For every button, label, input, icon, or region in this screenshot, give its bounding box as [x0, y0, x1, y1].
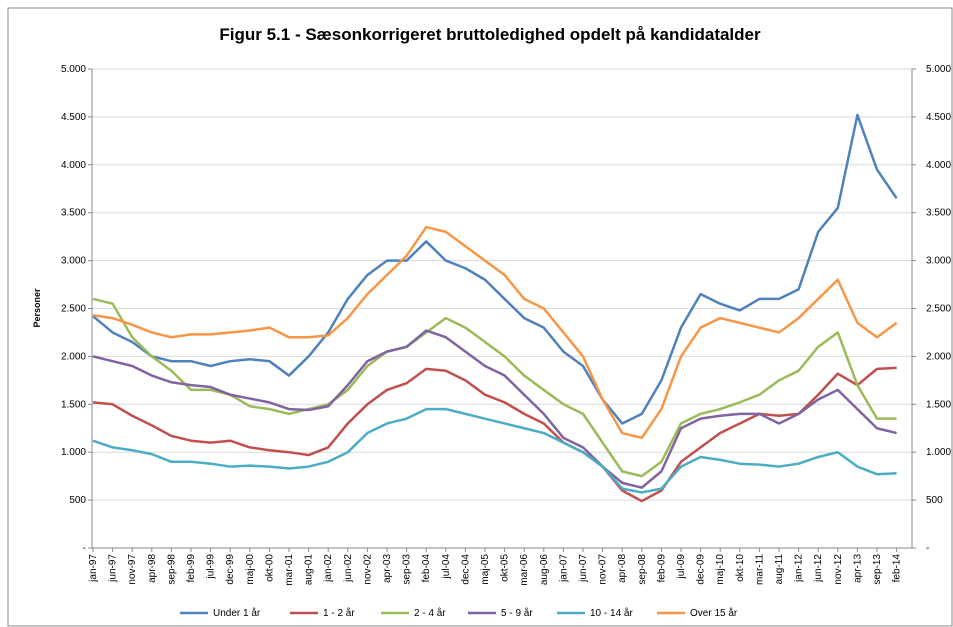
x-tick-label: okt-00 — [264, 554, 275, 582]
x-tick-label: maj-05 — [480, 554, 491, 585]
x-tick-label: maj-10 — [715, 554, 726, 585]
x-tick-label: jan-02 — [323, 554, 334, 583]
legend-label: 5 - 9 år — [501, 607, 533, 619]
legend-label: 1 - 2 år — [323, 607, 355, 619]
x-tick-label: jan-12 — [794, 554, 805, 583]
x-tick-label: dec-04 — [460, 554, 471, 585]
y-tick-label: 3.500 — [61, 208, 86, 219]
x-tick-label: nov-12 — [833, 554, 844, 585]
x-tick-label: mar-06 — [519, 554, 530, 586]
x-tick-label: feb-04 — [421, 554, 432, 583]
x-tick-label: sep-08 — [637, 554, 648, 585]
series-line — [92, 329, 897, 489]
legend-label: Over 15 år — [690, 607, 738, 619]
y2-tick-label: 3.500 — [926, 208, 951, 219]
x-tick-label: mar-01 — [284, 554, 295, 586]
x-tick-label: maj-00 — [245, 554, 256, 585]
y2-tick-label: 2.500 — [926, 304, 951, 315]
legend-label: 10 - 14 år — [590, 607, 633, 619]
x-tick-label: jul-99 — [206, 554, 217, 580]
y2-tick-label: 2.000 — [926, 351, 951, 362]
series-line — [92, 113, 898, 425]
x-tick-label: feb-99 — [186, 554, 197, 583]
y2-tick-label: 3.000 — [926, 256, 951, 267]
x-tick-label: jul-09 — [676, 554, 687, 580]
y-tick-label: 5.000 — [61, 64, 86, 75]
y-tick-label: 4.500 — [61, 112, 86, 123]
x-tick-label: aug-01 — [304, 554, 315, 586]
y2-tick-label: 4.000 — [926, 160, 951, 171]
x-tick-label: apr-13 — [852, 554, 863, 583]
x-tick-label: sep-98 — [166, 554, 177, 585]
x-tick-label: jun-07 — [578, 554, 589, 583]
y-tick-label: 4.000 — [61, 160, 86, 171]
y-tick-label: 2.500 — [61, 304, 86, 315]
chart-title: Figur 5.1 - Sæsonkorrigeret bruttoledigh… — [219, 25, 761, 44]
x-tick-label: sep-03 — [402, 554, 413, 585]
x-tick-label: jul-04 — [441, 554, 452, 580]
y-tick-label: 3.000 — [61, 256, 86, 267]
x-tick-label: nov-02 — [362, 554, 373, 585]
x-tick-label: jun-02 — [343, 554, 354, 583]
x-tick-label: aug-06 — [539, 554, 550, 586]
x-tick-label: apr-03 — [382, 554, 393, 583]
y-tick-label: 500 — [69, 495, 86, 506]
series-line — [92, 407, 897, 494]
y-tick-label: 2.000 — [61, 351, 86, 362]
series-line — [92, 225, 898, 440]
y2-tick-label: 500 — [926, 495, 943, 506]
x-tick-label: apr-08 — [617, 554, 628, 583]
y2-tick-label: 5.000 — [926, 64, 951, 75]
legend-label: Under 1 år — [213, 607, 261, 619]
chart-frame — [7, 7, 953, 627]
x-tick-label: aug-11 — [774, 554, 785, 585]
x-tick-label: feb-14 — [892, 554, 903, 583]
y2-tick-label: 1.500 — [926, 399, 951, 410]
y2-tick-label: 4.500 — [926, 112, 951, 123]
y-tick-label: 1.000 — [61, 447, 86, 458]
x-tick-label: nov-97 — [127, 554, 138, 585]
x-tick-label: jun-97 — [108, 554, 119, 583]
x-tick-label: apr-98 — [147, 554, 158, 583]
y2-tick-label: 1.000 — [926, 447, 951, 458]
x-tick-label: jan-07 — [558, 554, 569, 583]
y2-tick-label: - — [926, 543, 929, 554]
x-tick-label: okt-05 — [500, 554, 511, 582]
x-tick-label: mar-11 — [754, 554, 765, 585]
x-tick-label: jun-12 — [813, 554, 824, 583]
x-tick-label: dec-09 — [696, 554, 707, 585]
x-tick-label: jan-97 — [88, 554, 99, 583]
x-tick-label: dec-99 — [225, 554, 236, 585]
legend-label: 2 - 4 år — [414, 607, 446, 619]
y-tick-label: 1.500 — [61, 399, 86, 410]
x-tick-label: nov-07 — [598, 554, 609, 585]
x-tick-label: okt-10 — [735, 554, 746, 582]
y-axis-label: Personer — [32, 288, 42, 328]
x-tick-label: feb-09 — [656, 554, 667, 583]
x-tick-label: sep-13 — [872, 554, 883, 585]
y-tick-label: - — [83, 543, 86, 554]
